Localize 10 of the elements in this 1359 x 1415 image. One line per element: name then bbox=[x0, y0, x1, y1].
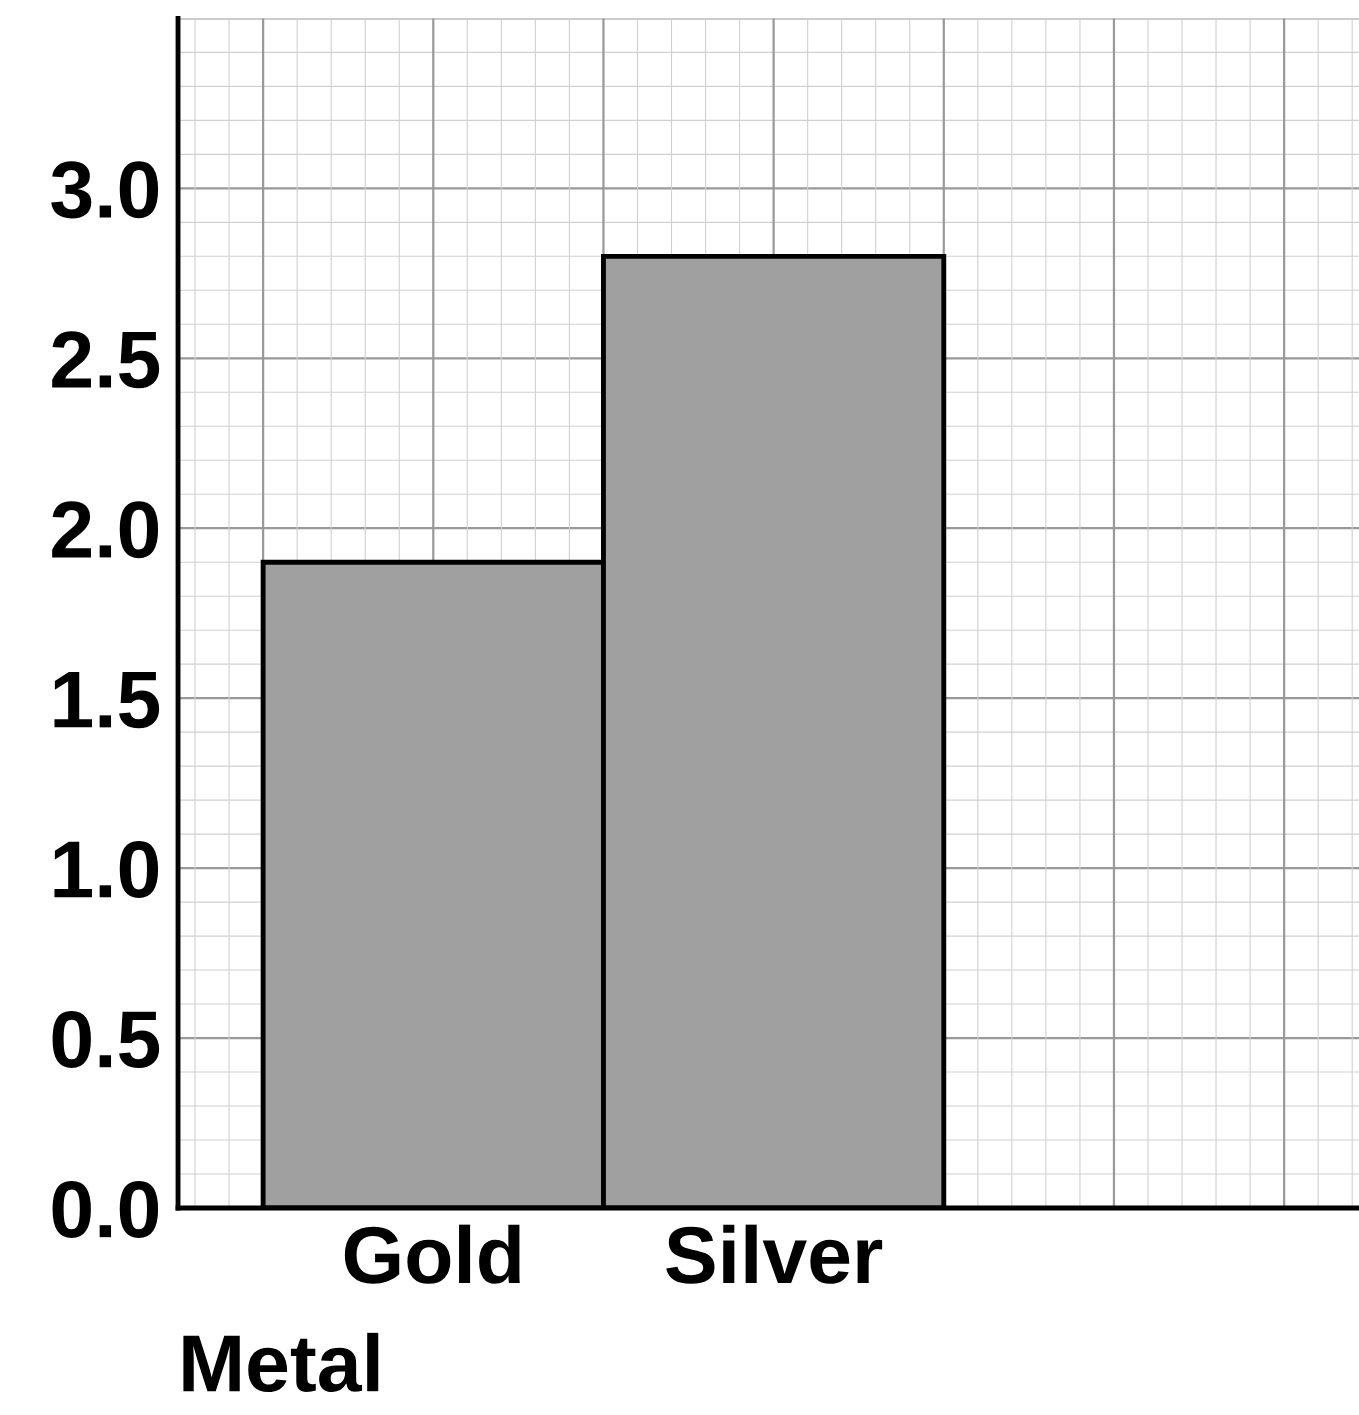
y-tick-label: 1.5 bbox=[54, 671, 160, 729]
x-tick-label: Gold bbox=[344, 1224, 520, 1284]
y-tick-label: 1.0 bbox=[54, 841, 159, 899]
x-axis-title: Metal bbox=[183, 1332, 379, 1392]
y-tick-label: 2.0 bbox=[52, 501, 159, 559]
y-tick-label: 0.0 bbox=[52, 1180, 159, 1238]
y-tick-label: 2.5 bbox=[52, 331, 160, 389]
y-tick-label: 0.5 bbox=[52, 1010, 160, 1069]
x-tick-label: Silver bbox=[666, 1224, 883, 1284]
y-tick-label: 3.0 bbox=[51, 161, 159, 219]
